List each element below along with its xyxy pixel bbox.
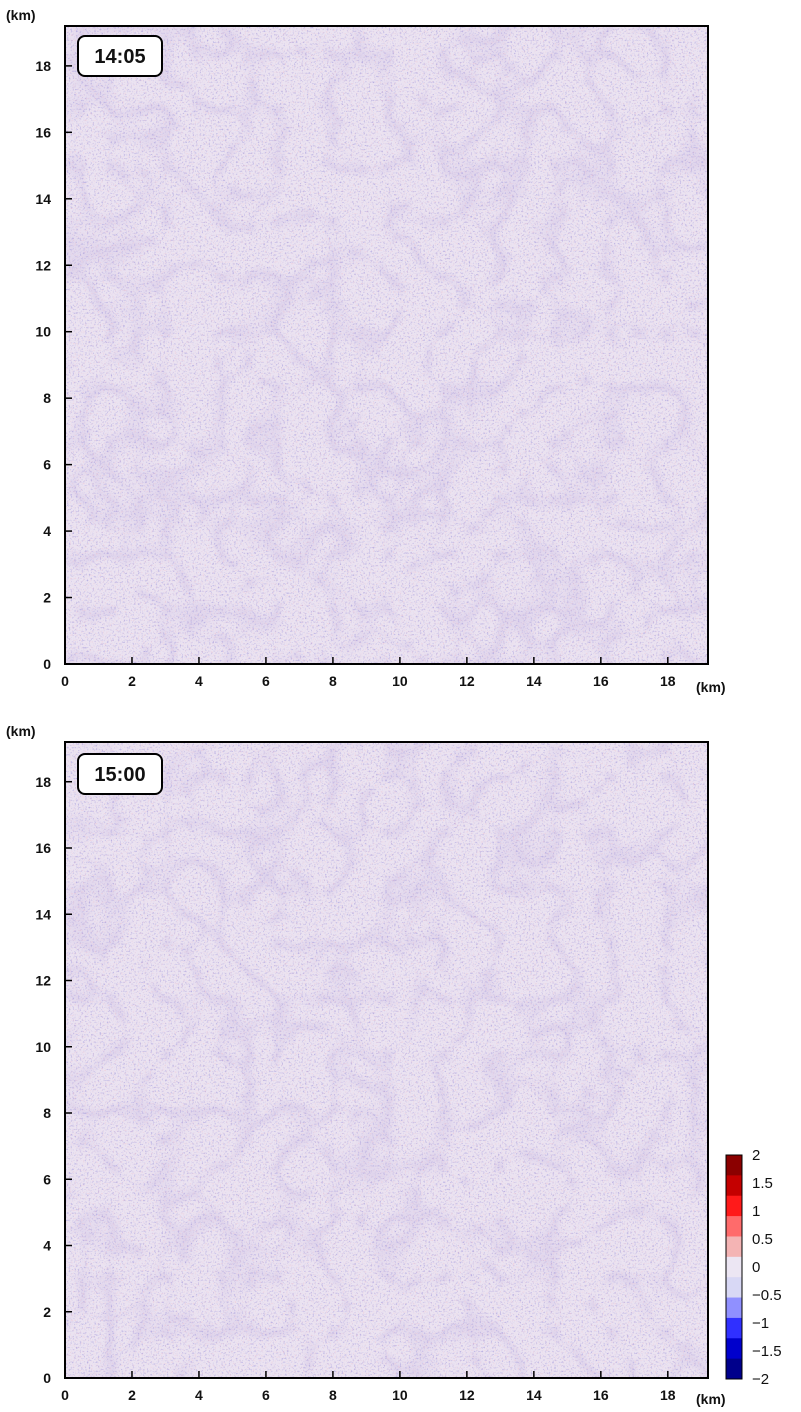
colorbar-block (726, 1277, 742, 1299)
colorbar-tick-label: 1 (752, 1203, 760, 1220)
x-tick-label: 6 (262, 1387, 270, 1403)
y-axis-unit: (km) (6, 723, 36, 739)
y-tick-label: 16 (35, 840, 51, 856)
x-tick-label: 16 (593, 1387, 609, 1403)
x-tick-label: 2 (128, 673, 136, 689)
y-tick-label: 2 (43, 590, 51, 606)
x-tick-label: 8 (329, 1387, 337, 1403)
x-axis-unit: (km) (696, 679, 726, 695)
colorbar-block (726, 1195, 742, 1217)
heatmap-panel-1500: 15:00 (km) (km) 0 2 4 6 8 10 12 14 16 18 0 2 4 6 8 10 12… (6, 723, 726, 1407)
time-label-box (77, 35, 163, 77)
x-tick-label: 12 (459, 1387, 475, 1403)
y-tick-label: 0 (43, 1370, 51, 1386)
colorbar-block (726, 1216, 742, 1237)
x-tick-label: 4 (195, 673, 203, 689)
colorbar-block (726, 1155, 742, 1176)
plot-frame (64, 741, 709, 1379)
colorbar-block (726, 1175, 742, 1197)
y-tick-label: 8 (43, 390, 51, 406)
y-tick-label: 0 (43, 656, 51, 672)
time-label: 14:05 (94, 46, 145, 68)
x-tick-label: 0 (61, 673, 69, 689)
colorbar-frame (725, 1154, 743, 1380)
x-tick-label: 4 (195, 1387, 203, 1403)
colorbar-tick-label: 0 (752, 1259, 760, 1276)
x-tick-label: 18 (660, 673, 676, 689)
y-tick-label: 4 (43, 523, 51, 539)
colorbar-labels: 2 1.5 1 0.5 0 −0.5 −1 −1.5 −2 (752, 1147, 782, 1388)
x-tick-label: 14 (526, 1387, 542, 1403)
y-tick-label: 4 (43, 1238, 51, 1254)
x-tick-label: 18 (660, 1387, 676, 1403)
colorbar-block (726, 1338, 742, 1360)
colorbar-block (726, 1236, 742, 1258)
time-label: 15:00 (94, 764, 145, 786)
colorbar-block (726, 1256, 742, 1278)
x-tick-label: 16 (593, 673, 609, 689)
x-tick-label: 10 (392, 1387, 408, 1403)
colorbar-tick-label: −0.5 (752, 1287, 782, 1304)
x-tick-label: 8 (329, 673, 337, 689)
colorbar-tick-label: −1.5 (752, 1343, 782, 1360)
heatmap-panel-1405: 14:05 (km) (km) 0 2 4 6 8 10 12 14 16 18 0 2 4 6 8 10 12… (6, 7, 726, 695)
y-tick-label: 2 (43, 1304, 51, 1320)
y-tick-label: 12 (35, 973, 51, 989)
colorbar-block (726, 1317, 742, 1339)
noise-speckle-red (65, 26, 708, 664)
y-tick-label: 14 (35, 906, 51, 922)
y-tick-label: 10 (35, 1039, 51, 1055)
x-tick-label: 10 (392, 673, 408, 689)
colorbar: 2 1.5 1 0.5 0 −0.5 −1 −1.5 −2 (725, 1147, 782, 1388)
axes-ticks: 0 2 4 6 8 10 12 14 16 18 0 2 4 6 8 10 12 14 16 18 (35, 774, 675, 1403)
y-tick-label: 18 (35, 774, 51, 790)
y-tick-label: 16 (35, 124, 51, 140)
y-tick-label: 12 (35, 257, 51, 273)
colorbar-tick-label: 2 (752, 1147, 760, 1164)
colorbar-block (726, 1297, 742, 1319)
colorbar-blocks (726, 1155, 742, 1380)
colorbar-tick-label: −2 (752, 1371, 769, 1388)
x-tick-label: 12 (459, 673, 475, 689)
y-tick-label: 8 (43, 1105, 51, 1121)
colorbar-tick-label: 0.5 (752, 1231, 773, 1248)
y-tick-label: 6 (43, 457, 51, 473)
noise-speckle-red (65, 742, 708, 1378)
y-tick-label: 6 (43, 1171, 51, 1187)
x-tick-label: 6 (262, 673, 270, 689)
colorbar-tick-label: 1.5 (752, 1175, 773, 1192)
colorbar-block (726, 1358, 742, 1380)
y-tick-label: 14 (35, 191, 51, 207)
y-tick-label: 10 (35, 324, 51, 340)
y-axis-unit: (km) (6, 7, 36, 23)
x-tick-label: 14 (526, 673, 542, 689)
x-tick-label: 0 (61, 1387, 69, 1403)
y-tick-label: 18 (35, 58, 51, 74)
axes-ticks: 0 2 4 6 8 10 12 14 16 18 0 2 4 6 8 10 12 14 16 18 (35, 58, 675, 689)
time-label-box (77, 753, 163, 795)
x-tick-label: 2 (128, 1387, 136, 1403)
x-axis-unit: (km) (696, 1391, 726, 1407)
plot-frame (64, 25, 709, 665)
colorbar-tick-label: −1 (752, 1315, 769, 1332)
